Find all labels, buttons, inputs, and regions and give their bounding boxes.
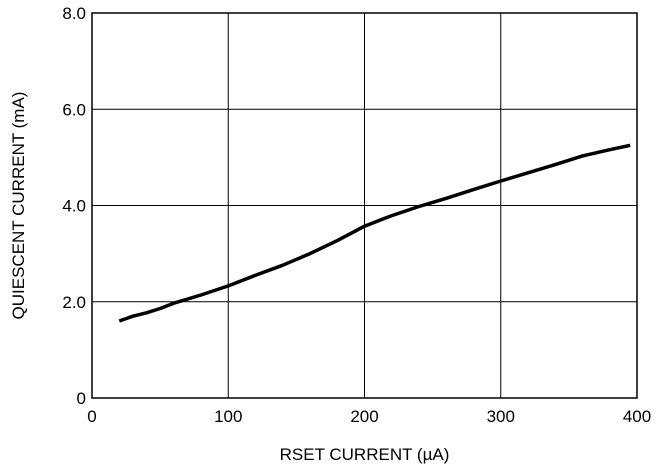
y-axis-title: QUIESCENT CURRENT (mA) bbox=[9, 92, 28, 320]
plot-frame bbox=[91, 12, 638, 399]
x-axis-title: RSET CURRENT (µA) bbox=[280, 445, 450, 464]
y-tick-label: 6.0 bbox=[62, 100, 86, 119]
y-tick-labels: 0 2.0 4.0 6.0 8.0 bbox=[62, 4, 86, 408]
y-tick-label: 0 bbox=[77, 389, 86, 408]
y-tick-label: 4.0 bbox=[62, 197, 86, 216]
x-tick-labels: 0 100 200 300 400 bbox=[87, 407, 651, 426]
x-tick-label: 300 bbox=[487, 407, 515, 426]
series-layer bbox=[118, 143, 631, 323]
y-tick-label: 2.0 bbox=[62, 293, 86, 312]
grid bbox=[91, 12, 638, 399]
series-line-0 bbox=[118, 143, 631, 323]
x-tick-label: 0 bbox=[87, 407, 96, 426]
x-tick-label: 100 bbox=[214, 407, 242, 426]
y-tick-label: 8.0 bbox=[62, 4, 86, 23]
x-tick-label: 400 bbox=[623, 407, 651, 426]
x-tick-label: 200 bbox=[350, 407, 378, 426]
